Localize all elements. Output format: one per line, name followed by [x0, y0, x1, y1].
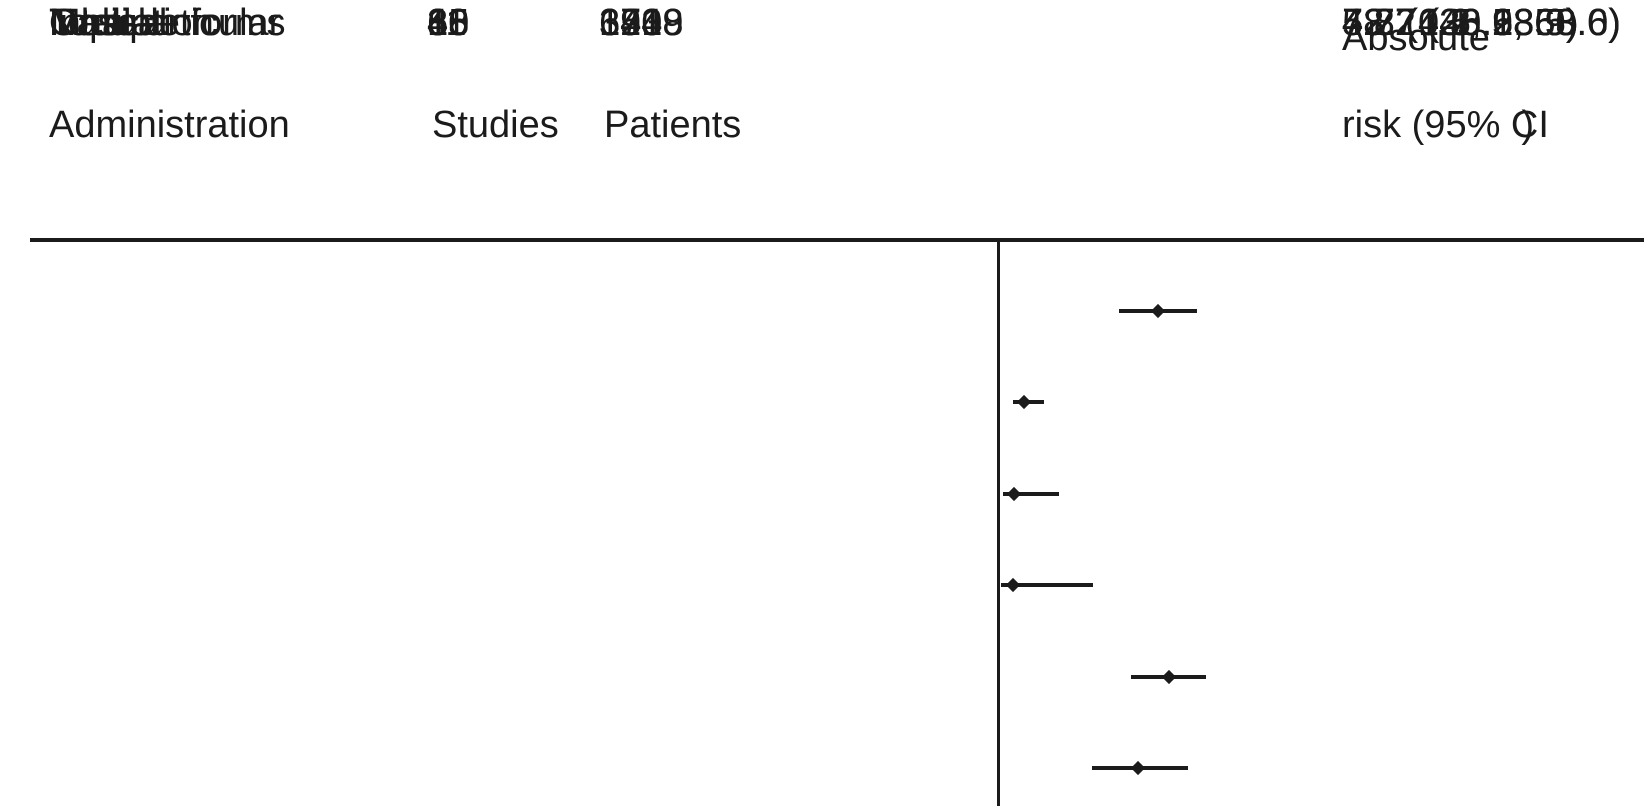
studies-value: 11 [427, 2, 467, 44]
header-rule [30, 238, 1644, 242]
studies-value: 8 [427, 2, 449, 44]
risk-column-header-line1: Absolute [1342, 17, 1490, 59]
patients-value: 1419 [599, 2, 684, 44]
risk-header-suffix: I [1538, 104, 1549, 146]
table-row: Intra–articular 4 69 52.2 (40.5, 63.6) [0, 0, 1644, 46]
table-row: Nasal 8 173 4.2 (0.5, 28.9) [0, 0, 1644, 46]
risk-column-header-line2: risk (95% C) I [1342, 104, 1549, 146]
point-estimate-diamond [1007, 486, 1022, 501]
row-label: Oral [49, 2, 121, 44]
table-row: Inhalation 60 1418 7.8 (4.2, 13.9) [0, 0, 1644, 46]
risk-value: 42.7 (28.6, 58.0) [1342, 2, 1621, 44]
row-label: Inhalation [49, 2, 214, 44]
row-label: Intra–articular [49, 2, 282, 44]
zero-reference-axis-line [997, 238, 1000, 806]
patients-value: 1418 [599, 2, 684, 44]
table-row: Oral 38 1419 48.7 (36.9, 60.6) [0, 0, 1644, 46]
point-estimate-diamond [1162, 669, 1177, 684]
row-label: Multiple forms [49, 2, 286, 44]
row-label: Nasal [49, 2, 147, 44]
patients-value: 173 [599, 2, 663, 44]
ci-line [1000, 583, 1094, 588]
table-row: Multiple forms 11 354 42.7 (28.6, 58.0) [0, 0, 1644, 46]
point-estimate-diamond [1150, 303, 1165, 319]
row-label: Topical [49, 2, 168, 44]
ci-line [1002, 491, 1060, 496]
risk-value: 4.2 (0.5, 28.9) [1342, 2, 1579, 44]
administration-column-header: Administration [49, 104, 290, 146]
patients-column-header: Patients [604, 104, 742, 146]
point-estimate-diamond [1017, 395, 1032, 410]
point-estimate-diamond [1005, 578, 1020, 593]
risk-value: 48.7 (36.9, 60.6) [1342, 2, 1621, 44]
risk-value: 7.8 (4.2, 13.9) [1342, 2, 1579, 44]
risk-value: 4.7 (1.1, 18.5) [1342, 2, 1579, 44]
risk-value: 52.2 (40.5, 63.6) [1342, 2, 1621, 44]
patients-value: 320 [599, 2, 663, 44]
patients-value: 69 [599, 2, 642, 44]
risk-header-text: risk (95% C [1342, 104, 1539, 146]
patients-value: 354 [599, 2, 663, 44]
studies-value: 15 [427, 2, 470, 44]
studies-value: 38 [427, 2, 470, 44]
studies-value: 4 [427, 2, 449, 44]
table-row: Topical 15 320 4.7 (1.1, 18.5) [0, 0, 1644, 46]
studies-value: 60 [427, 2, 470, 44]
studies-column-header: Studies [432, 104, 559, 146]
point-estimate-diamond [1131, 760, 1146, 776]
